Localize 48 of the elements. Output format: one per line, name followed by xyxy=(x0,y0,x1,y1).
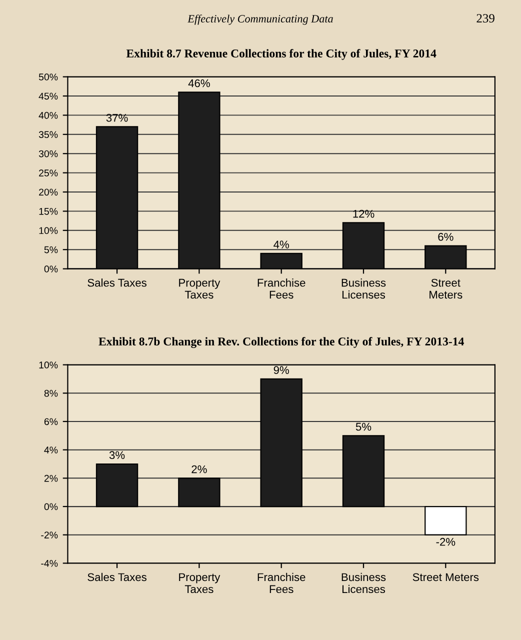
data-label: 2% xyxy=(192,465,207,474)
bar xyxy=(260,378,302,508)
x-tick-label: Street Meters xyxy=(412,573,479,582)
y-tick-label: 15% xyxy=(39,208,58,215)
x-tick-label: Street Meters xyxy=(430,278,462,299)
y-tick-label: 0% xyxy=(44,503,58,510)
y-tick-label: 50% xyxy=(38,74,58,80)
x-tick-label: Sales Taxes xyxy=(88,278,146,287)
y-tick-label: 20% xyxy=(39,188,58,196)
data-label: 46% xyxy=(188,79,210,88)
x-tick-label: Franchise Fees xyxy=(258,572,306,594)
y-tick-label: 10% xyxy=(39,362,58,368)
y-tick-label: 4% xyxy=(44,446,58,454)
y-tick-label: 40% xyxy=(38,112,58,119)
x-tick-label: Property Taxes xyxy=(179,573,220,594)
data-label: 37% xyxy=(106,114,128,122)
y-tick-label: 5% xyxy=(44,246,58,254)
data-label: 6% xyxy=(438,232,454,241)
x-tick-label: Franchise Fees xyxy=(258,278,306,299)
data-label: 9% xyxy=(274,366,289,374)
x-tick-label: Sales Taxes xyxy=(88,572,146,582)
data-label: 5% xyxy=(356,422,372,431)
data-label: -2% xyxy=(436,538,456,546)
y-tick-label: 6% xyxy=(44,418,58,426)
y-tick-label: 0% xyxy=(44,266,58,272)
bar xyxy=(96,463,138,508)
y-tick-label: 35% xyxy=(38,131,58,138)
x-tick-label: Business Licenses xyxy=(342,572,386,594)
data-label: 12% xyxy=(353,210,374,218)
chart-title: Exhibit 8.7b Change in Rev. Collections for the City of Jules, FY 2013-14 xyxy=(98,337,464,348)
data-label: 3% xyxy=(109,451,125,460)
y-tick-label: 25% xyxy=(39,170,58,176)
bar xyxy=(342,435,385,508)
y-tick-label: 8% xyxy=(44,390,58,397)
y-tick-label: -2% xyxy=(41,532,58,538)
data-label: 4% xyxy=(274,240,289,248)
text: 239 xyxy=(476,14,494,23)
y-tick-label: -4% xyxy=(41,560,58,567)
x-tick-label: Property Taxes xyxy=(179,278,220,299)
x-tick-label: Business Licenses xyxy=(342,278,386,299)
y-tick-label: 30% xyxy=(38,150,58,158)
chart-title: Exhibit 8.7 Revenue Collections for the City of Jules, FY 2014 xyxy=(126,49,436,60)
bar xyxy=(178,478,220,508)
bar xyxy=(424,506,467,536)
y-tick-label: 10% xyxy=(39,227,58,234)
y-tick-label: 45% xyxy=(38,92,58,100)
y-tick-label: 2% xyxy=(44,474,58,482)
text: Effectively Communicating Data xyxy=(188,14,333,25)
